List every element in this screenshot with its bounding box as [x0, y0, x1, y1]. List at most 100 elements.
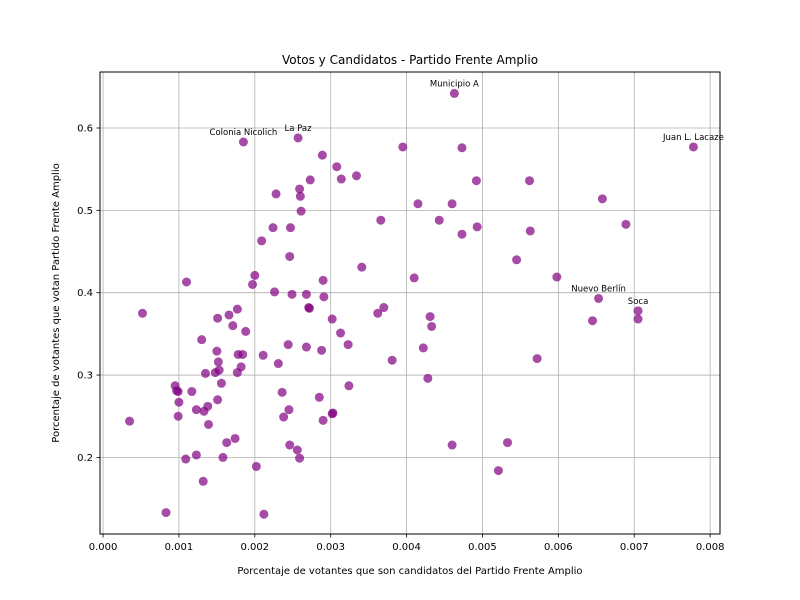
data-point — [213, 395, 223, 405]
data-point — [187, 387, 197, 397]
data-point — [447, 199, 457, 209]
data-point — [449, 88, 459, 98]
data-point — [191, 405, 201, 415]
data-point — [413, 199, 423, 209]
data-point — [301, 342, 311, 352]
data-point — [232, 368, 242, 378]
data-point — [248, 279, 258, 289]
data-point — [525, 176, 535, 186]
data-point — [332, 162, 342, 172]
x-tick-label: 0.001 — [165, 542, 194, 553]
data-point — [503, 438, 513, 448]
y-tick-label: 0.6 — [77, 124, 93, 135]
data-point — [222, 438, 232, 448]
chart-title: Votos y Candidatos - Partido Frente Ampl… — [282, 53, 538, 67]
y-tick-label: 0.5 — [77, 206, 93, 217]
data-point — [447, 440, 457, 450]
y-tick-label: 0.4 — [77, 288, 93, 299]
data-point — [284, 405, 294, 415]
data-point — [200, 368, 210, 378]
data-point — [472, 222, 482, 232]
data-point — [161, 508, 171, 518]
data-points — [125, 88, 698, 519]
data-point — [343, 340, 353, 350]
data-point — [512, 255, 522, 265]
data-point — [182, 277, 192, 287]
x-tick-label: 0.006 — [544, 542, 573, 553]
data-point — [197, 335, 207, 345]
data-point — [257, 236, 267, 246]
data-point — [279, 412, 289, 422]
data-point — [621, 219, 631, 229]
data-point — [594, 293, 604, 303]
data-point — [317, 345, 327, 355]
data-point — [199, 406, 209, 416]
data-point — [532, 354, 542, 364]
data-point — [238, 137, 248, 147]
x-tick-label: 0.003 — [316, 542, 345, 553]
x-tick-label: 0.005 — [468, 542, 497, 553]
data-point — [137, 308, 147, 318]
data-point — [387, 355, 397, 365]
data-point — [434, 215, 444, 225]
data-point — [181, 454, 191, 464]
data-point — [295, 453, 305, 463]
data-point — [633, 314, 643, 324]
data-point — [250, 270, 260, 280]
data-point — [376, 215, 386, 225]
data-point — [344, 381, 354, 391]
data-point — [232, 304, 242, 314]
data-point — [213, 357, 223, 367]
point-annotations: Municipio A Juan L. Lacaze Colonia Nicolic… — [210, 79, 724, 306]
data-point — [493, 466, 503, 476]
data-point — [336, 174, 346, 184]
data-point — [277, 387, 287, 397]
data-point — [268, 223, 278, 233]
data-point — [259, 509, 269, 519]
data-point — [418, 343, 428, 353]
data-point — [230, 433, 240, 443]
data-point — [327, 409, 337, 419]
data-point — [191, 450, 201, 460]
data-point — [283, 340, 293, 350]
data-point — [317, 150, 327, 160]
data-point — [224, 310, 234, 320]
data-point — [287, 289, 297, 299]
data-point — [273, 359, 283, 369]
x-tick-label: 0.004 — [392, 542, 421, 553]
data-point — [213, 313, 223, 323]
data-point — [241, 326, 251, 336]
data-point — [210, 368, 220, 378]
x-tick-label: 0.007 — [620, 542, 649, 553]
data-point — [373, 308, 383, 318]
x-axis-title: Porcentaje de votantes que son candidato… — [237, 566, 582, 577]
point-annotation-label: Municipio A — [430, 79, 479, 89]
data-point — [525, 226, 535, 236]
data-point — [292, 445, 302, 455]
data-point — [301, 289, 311, 299]
data-point — [295, 184, 305, 194]
data-point — [351, 171, 361, 181]
data-point — [285, 440, 295, 450]
point-annotation-label: Soca — [628, 297, 648, 307]
y-tick-label: 0.3 — [77, 371, 93, 382]
data-point — [218, 452, 228, 462]
data-point — [588, 316, 598, 326]
data-point — [204, 419, 214, 429]
data-point — [633, 306, 643, 316]
y-tick-label: 0.2 — [77, 453, 93, 464]
x-tick-label: 0.008 — [696, 542, 725, 553]
data-point — [216, 378, 226, 388]
data-point — [314, 392, 324, 402]
data-point — [174, 397, 184, 407]
data-point — [552, 272, 562, 282]
data-point — [423, 373, 433, 383]
y-axis-ticks: 0.2 0.3 0.4 0.5 0.6 — [77, 124, 100, 464]
data-point — [327, 314, 337, 324]
data-point — [688, 142, 698, 152]
data-point — [285, 223, 295, 233]
data-point — [398, 142, 408, 152]
data-point — [318, 415, 328, 425]
data-point — [357, 262, 367, 272]
